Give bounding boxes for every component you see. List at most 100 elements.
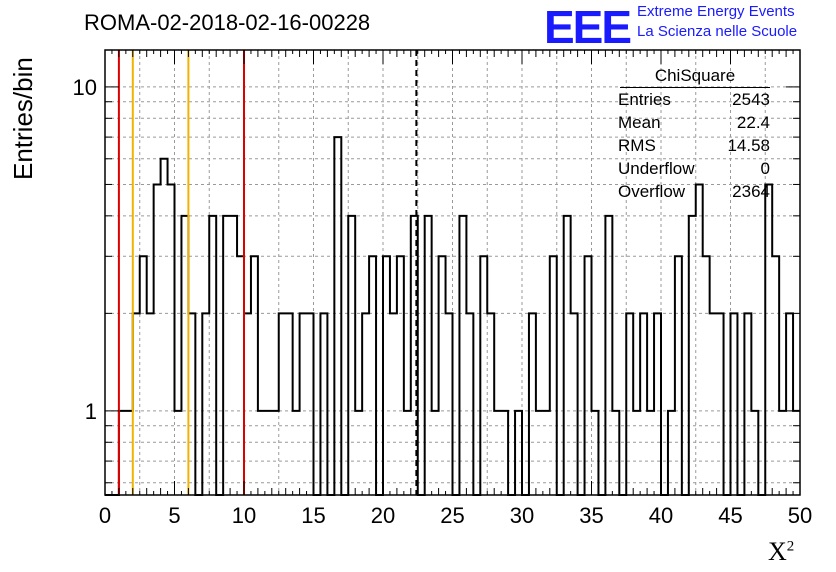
histogram-bin — [536, 411, 543, 495]
histogram-bin — [390, 313, 397, 495]
stats-row-underflow: Underflow 0 — [618, 157, 770, 180]
histogram-bin — [501, 411, 508, 495]
histogram-bin — [334, 137, 341, 495]
histogram-bin — [188, 313, 195, 495]
histogram-bin — [459, 216, 466, 495]
histogram-bin — [369, 256, 376, 495]
stats-value: 2364 — [732, 182, 770, 201]
histogram-bin — [543, 411, 550, 495]
histogram-bin — [126, 411, 133, 495]
histogram-bin — [550, 256, 557, 495]
histogram-bin — [717, 313, 724, 495]
histogram-bin — [251, 256, 258, 495]
histogram-bin — [161, 159, 168, 495]
histogram-bin — [439, 256, 446, 495]
histogram-bin — [626, 313, 633, 495]
stats-label: Underflow — [618, 159, 695, 178]
histogram-bin — [515, 411, 522, 495]
x-tick-label: 40 — [649, 503, 673, 528]
x-axis-label-base: X — [768, 537, 787, 566]
axes: 0 5 10 15 20 25 30 35 40 45 50 1 10 — [73, 49, 812, 528]
histogram-bin — [223, 216, 230, 495]
histogram-bin — [383, 256, 390, 495]
stats-row-mean: Mean 22.4 — [618, 111, 770, 134]
histogram-bin — [654, 313, 661, 495]
histogram-bin — [668, 411, 675, 495]
histogram-bin — [230, 216, 237, 495]
histogram-bin — [348, 216, 355, 495]
histogram-bin — [487, 313, 494, 495]
histogram-bin — [786, 313, 793, 495]
histogram-bin — [744, 313, 751, 495]
x-tick-label: 5 — [168, 503, 180, 528]
logo-text-line1: Extreme Energy Events — [637, 3, 795, 20]
histogram-bin — [355, 411, 362, 495]
histogram-bin — [751, 411, 758, 495]
stats-box: ChiSquare Entries 2543 Mean 22.4 RMS 14.58 … — [612, 66, 770, 203]
histogram-bin — [140, 256, 147, 495]
histogram-bin — [265, 411, 272, 495]
y-tick-label: 1 — [85, 399, 97, 424]
y-tick-label: 10 — [73, 75, 97, 100]
x-tick-label: 0 — [99, 503, 111, 528]
histogram-bin — [696, 184, 703, 495]
histogram-bin — [640, 313, 647, 495]
histogram-bin — [765, 184, 772, 495]
stats-value: 2543 — [732, 90, 770, 109]
histogram-bin — [633, 411, 640, 495]
stats-label: Entries — [618, 90, 671, 109]
x-axis-label: X2 — [768, 537, 794, 567]
histogram-bin — [320, 313, 327, 495]
histogram-bin — [307, 313, 314, 495]
histogram-bin — [286, 313, 293, 495]
stats-label: Mean — [618, 113, 661, 132]
eee-logo: EEE — [544, 1, 632, 53]
stats-label: Overflow — [618, 182, 686, 201]
histogram-bin — [404, 411, 411, 495]
x-tick-label: 35 — [579, 503, 603, 528]
histogram-bin — [362, 313, 369, 495]
histogram-bin — [279, 313, 286, 495]
histogram-bin — [731, 313, 738, 495]
chart-title: ROMA-02-2018-02-16-00228 — [84, 10, 371, 35]
histogram-bin — [133, 313, 140, 495]
histogram-bin — [710, 313, 717, 495]
x-tick-label: 20 — [371, 503, 395, 528]
x-tick-label: 25 — [440, 503, 464, 528]
marker-lines — [117, 50, 418, 495]
histogram-bin — [244, 313, 251, 495]
logo-text-line2: La Scienza nelle Scuole — [637, 23, 798, 40]
x-tick-label: 50 — [788, 503, 812, 528]
histogram-bin — [585, 256, 592, 495]
histogram-bin — [209, 216, 216, 495]
histogram-bin — [202, 313, 209, 495]
stats-title: ChiSquare — [620, 66, 770, 88]
histogram-bin — [494, 411, 501, 495]
stats-value: 0 — [760, 159, 770, 178]
histogram-bin — [300, 313, 307, 495]
histogram-bin — [689, 216, 696, 495]
stats-row-entries: Entries 2543 — [618, 88, 770, 111]
histogram-bin — [703, 256, 710, 495]
stats-row-rms: RMS 14.58 — [618, 134, 770, 157]
x-axis-label-superscript: 2 — [786, 538, 795, 555]
histogram-bin — [181, 216, 188, 495]
histogram-bin — [675, 256, 682, 495]
histogram-bin — [293, 411, 300, 495]
x-tick-label: 10 — [232, 503, 256, 528]
histogram-bin — [592, 411, 599, 495]
histogram-bin — [779, 411, 786, 495]
histogram-bin — [564, 216, 571, 495]
histogram-bin — [147, 313, 154, 495]
x-tick-label: 30 — [510, 503, 534, 528]
histogram-bin — [647, 411, 654, 495]
stats-value: 14.58 — [727, 136, 770, 155]
y-axis-label: Entries/bin — [8, 57, 38, 180]
x-tick-label: 45 — [718, 503, 742, 528]
histogram-bin — [605, 216, 612, 495]
stats-label: RMS — [618, 136, 656, 155]
x-tick-label: 15 — [301, 503, 325, 528]
histogram-bin — [432, 411, 439, 495]
histogram-bin — [772, 256, 779, 495]
